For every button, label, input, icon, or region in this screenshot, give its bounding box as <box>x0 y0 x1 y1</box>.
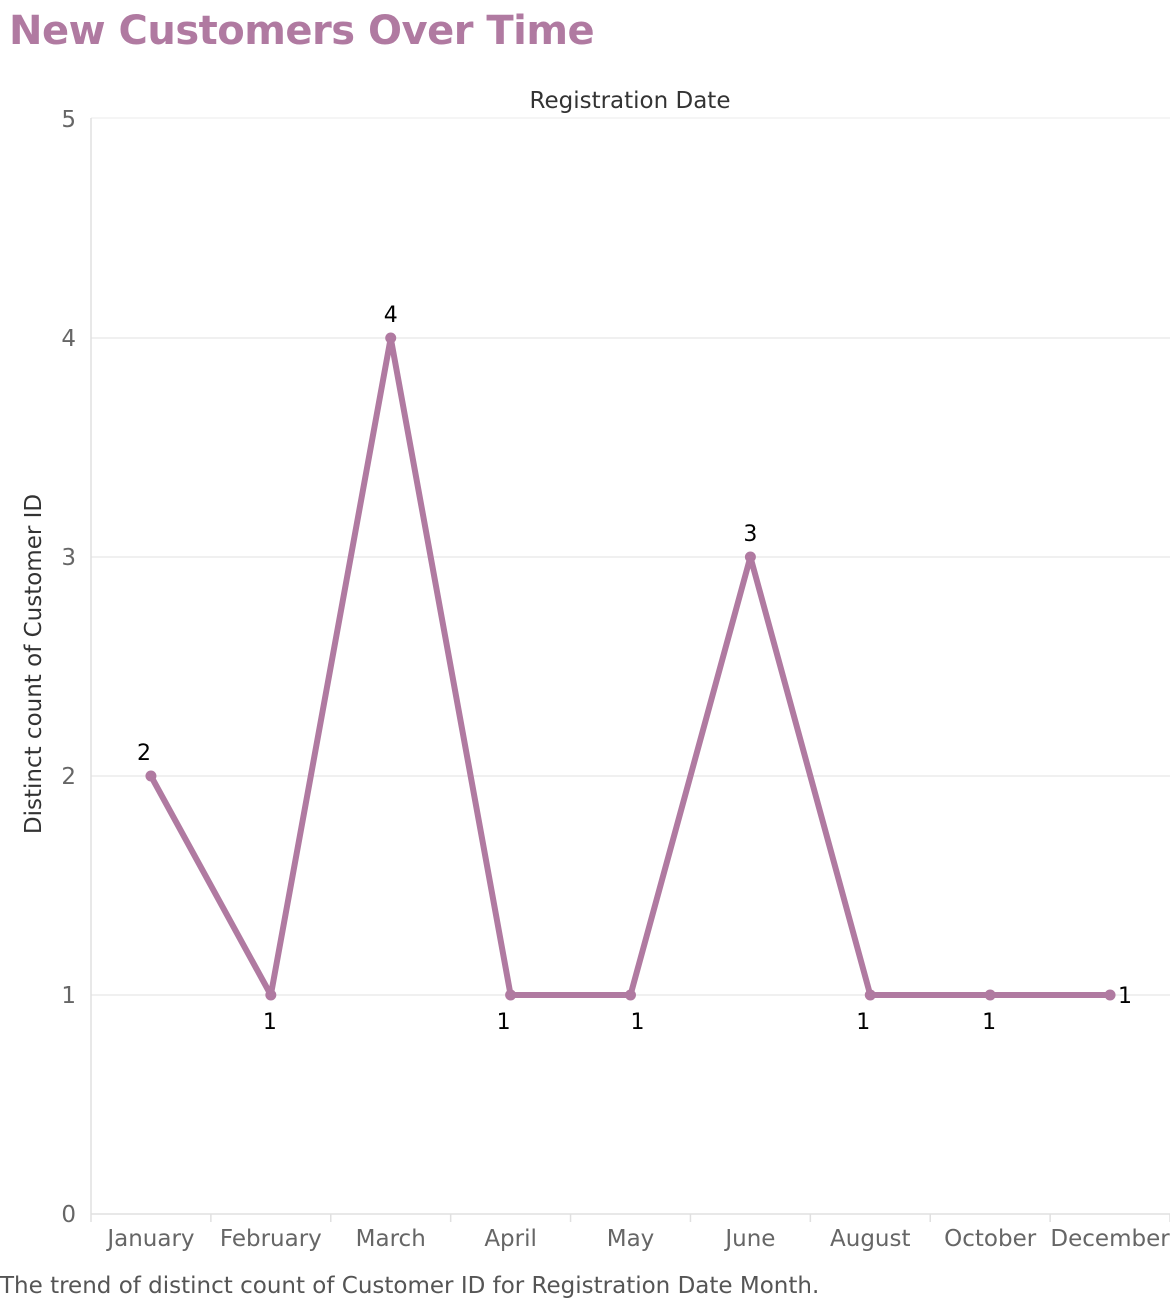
data-label: 1 <box>1118 984 1132 1009</box>
data-point <box>145 770 157 782</box>
data-label: 1 <box>982 1010 996 1035</box>
data-point <box>625 989 636 1001</box>
y-tick-label: 3 <box>61 545 76 571</box>
data-label: 1 <box>631 1010 645 1035</box>
x-tick-label: February <box>220 1226 322 1252</box>
data-point <box>744 551 756 563</box>
y-tick-label: 1 <box>61 983 76 1009</box>
x-tick-label: May <box>607 1226 655 1252</box>
chart-title: New Customers Over Time <box>9 8 595 54</box>
data-point <box>505 989 517 1001</box>
x-tick-label: June <box>723 1226 775 1252</box>
data-label: 3 <box>743 522 757 547</box>
data-label: 4 <box>384 303 398 328</box>
x-tick-label: August <box>830 1226 911 1252</box>
y-axis-title: Distinct count of Customer ID <box>21 494 47 834</box>
data-label: 1 <box>263 1010 277 1035</box>
data-label: 2 <box>137 741 151 766</box>
x-tick-label: October <box>944 1226 1037 1252</box>
chart-caption: The trend of distinct count of Customer … <box>0 1273 820 1299</box>
y-tick-label: 2 <box>61 764 76 790</box>
data-point <box>1104 989 1116 1001</box>
data-point <box>385 332 397 344</box>
data-point <box>984 989 996 1001</box>
y-tick-label: 4 <box>61 326 76 352</box>
data-label: 1 <box>497 1010 511 1035</box>
y-tick-label: 0 <box>61 1202 76 1228</box>
x-tick-label: April <box>484 1226 537 1252</box>
x-tick-label: March <box>356 1226 426 1252</box>
data-point <box>265 989 277 1001</box>
data-point <box>864 989 876 1001</box>
x-axis-title: Registration Date <box>530 88 731 114</box>
y-tick-label: 5 <box>61 107 76 133</box>
line-chart: 0 1 2 3 4 5 January February March April May June Au… <box>21 88 1170 1252</box>
x-tick-label: January <box>105 1226 194 1252</box>
series-line <box>147 335 1114 998</box>
x-tick-label: December <box>1050 1226 1170 1252</box>
data-label: 1 <box>856 1010 870 1035</box>
